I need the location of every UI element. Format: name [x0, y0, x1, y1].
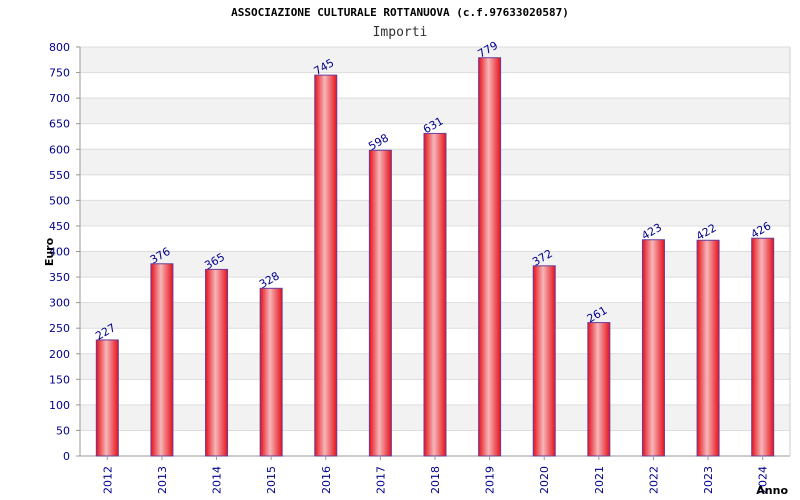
y-tick-label: 250 [49, 322, 70, 335]
bar-2021 [587, 322, 611, 457]
bar-2020 [532, 265, 556, 457]
x-tick-label-2019: 2019 [484, 466, 497, 494]
bar-2015 [259, 287, 283, 457]
x-tick-label-2022: 2022 [647, 466, 660, 494]
y-axis-ticks: 0 50 100 150 200 250 300 350 400 450 500 550 600 650 7… [49, 41, 70, 463]
bar-2012 [95, 339, 119, 457]
y-axis-label: Euro [43, 237, 56, 266]
bar-2023 [696, 239, 720, 457]
bar-2018 [423, 132, 447, 457]
chart-title: ASSOCIAZIONE CULTURALE ROTTANUOVA (c.f.9… [231, 6, 569, 19]
y-tick-label: 100 [49, 399, 70, 412]
x-tick-label-2013: 2013 [156, 466, 169, 494]
bar-2014 [205, 268, 229, 457]
chart-subtitle: Importi [372, 25, 428, 40]
y-tick-label: 50 [56, 424, 70, 437]
x-tick-label-2012: 2012 [101, 466, 114, 494]
bar-2019 [478, 57, 502, 457]
y-tick-label: 800 [49, 41, 70, 54]
bar-2022 [641, 239, 665, 457]
grid-band [80, 47, 790, 73]
bar-2017 [368, 149, 392, 457]
y-tick-label: 300 [49, 297, 70, 310]
x-tick-label-2018: 2018 [429, 466, 442, 494]
x-tick-label-2021: 2021 [593, 466, 606, 494]
y-tick-label: 700 [49, 92, 70, 105]
y-tick-label: 150 [49, 373, 70, 386]
bar-2016 [314, 74, 338, 457]
y-tick-label: 350 [49, 271, 70, 284]
x-axis-label: Anno [756, 484, 788, 497]
y-tick-label: 550 [49, 169, 70, 182]
x-tick-label-2016: 2016 [320, 466, 333, 494]
x-tick-label-2023: 2023 [702, 466, 715, 494]
x-axis-ticks: 2012 2013 2014 2015 2016 2017 2018 2019 2020 2021… [101, 456, 770, 494]
y-tick-label: 450 [49, 220, 70, 233]
y-tick-label: 200 [49, 348, 70, 361]
x-tick-label-2024: 2024 [757, 466, 770, 494]
bar-2024 [751, 237, 775, 457]
y-tick-label: 600 [49, 143, 70, 156]
y-tick-label: 400 [49, 246, 70, 259]
x-tick-label-2014: 2014 [211, 466, 224, 494]
x-tick-label-2015: 2015 [265, 466, 278, 494]
x-tick-label-2017: 2017 [374, 466, 387, 494]
y-tick-label: 500 [49, 194, 70, 207]
y-tick-label: 650 [49, 118, 70, 131]
x-tick-label-2020: 2020 [538, 466, 551, 494]
y-tick-label: 750 [49, 67, 70, 80]
y-tick-label: 0 [63, 450, 70, 463]
bar-2013 [150, 263, 174, 457]
grid-band [80, 98, 790, 124]
bars [95, 57, 775, 457]
